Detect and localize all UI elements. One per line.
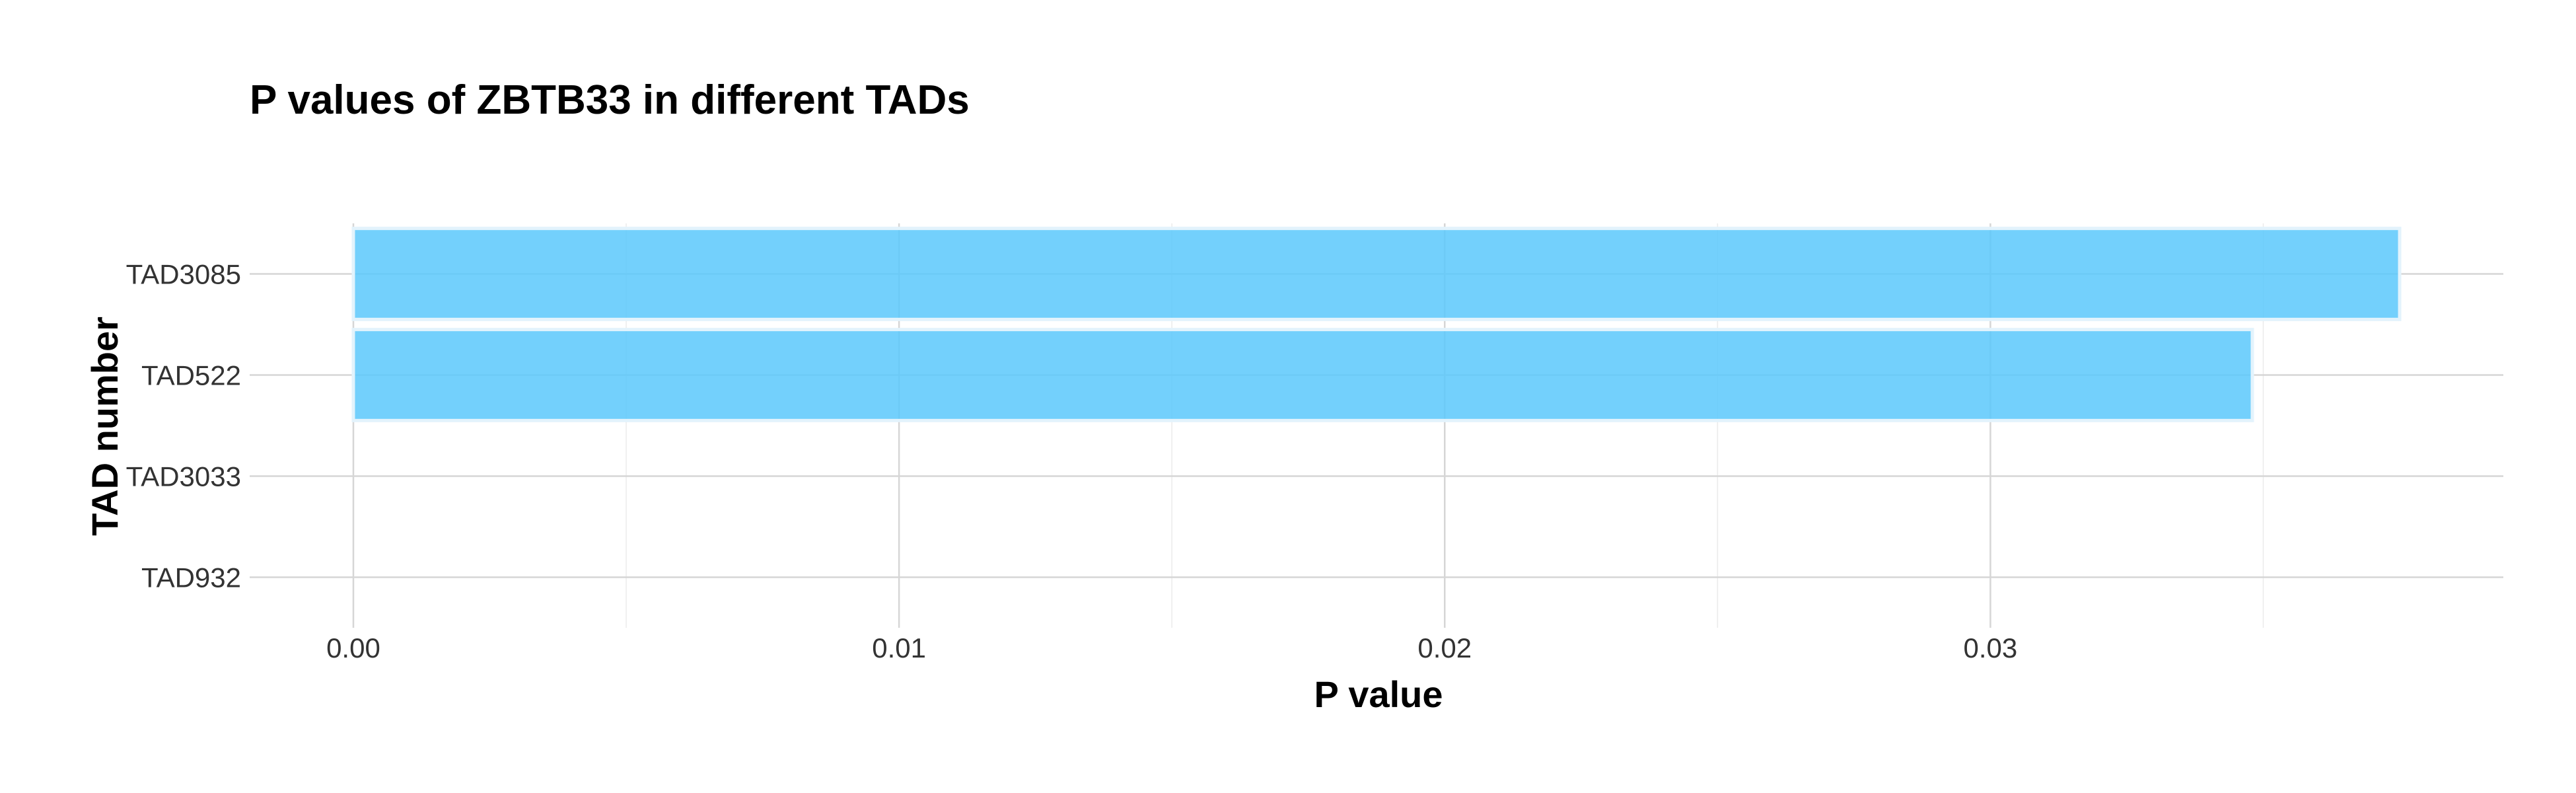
x-axis-title: P value bbox=[1314, 673, 1443, 715]
bar-tad522 bbox=[351, 328, 2254, 422]
bars bbox=[351, 227, 2402, 422]
x-tick-label: 0.01 bbox=[872, 632, 926, 663]
x-tick-label: 0.00 bbox=[326, 632, 380, 663]
y-tick-label: TAD3085 bbox=[126, 259, 241, 290]
x-axis-ticks: 0.00 0.01 0.02 0.03 bbox=[326, 632, 2017, 663]
chart-title: P values of ZBTB33 in different TADs bbox=[250, 77, 970, 123]
bar-tad3085 bbox=[351, 227, 2402, 321]
x-tick-label: 0.03 bbox=[1964, 632, 2018, 663]
y-axis-title: TAD number bbox=[84, 317, 125, 536]
y-tick-label: TAD522 bbox=[141, 360, 241, 391]
y-axis-ticks: TAD3085 TAD522 TAD3033 TAD932 bbox=[126, 259, 241, 593]
x-tick-label: 0.02 bbox=[1417, 632, 1472, 663]
y-tick-label: TAD3033 bbox=[126, 461, 241, 492]
y-tick-label: TAD932 bbox=[141, 562, 241, 593]
